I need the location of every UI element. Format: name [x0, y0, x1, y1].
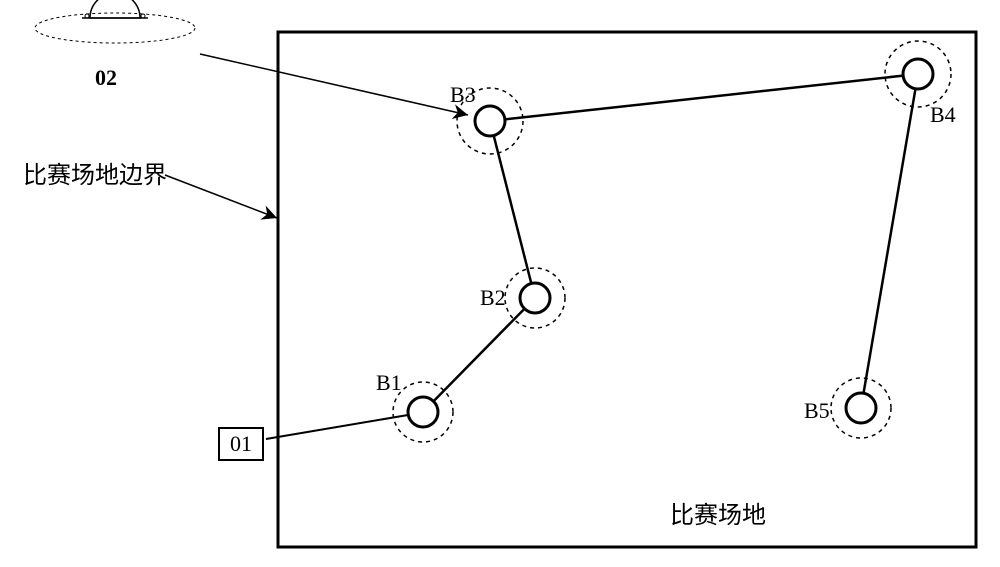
legend-02-label: 02 [95, 65, 117, 91]
field-label: 比赛场地 [670, 495, 766, 530]
node-label-B3: B3 [450, 82, 476, 108]
diagram-svg [0, 0, 1000, 567]
node-label-B5: B5 [804, 398, 830, 424]
boundary-label: 比赛场地边界 [23, 155, 167, 190]
label-01-box: 01 [218, 427, 264, 461]
diagram-root: 02 比赛场地边界 01 比赛场地 B1 B2 B3 B4 B5 [0, 0, 1000, 567]
node-label-B1: B1 [376, 370, 402, 396]
node-label-B2: B2 [480, 285, 506, 311]
node-label-B4: B4 [930, 102, 956, 128]
